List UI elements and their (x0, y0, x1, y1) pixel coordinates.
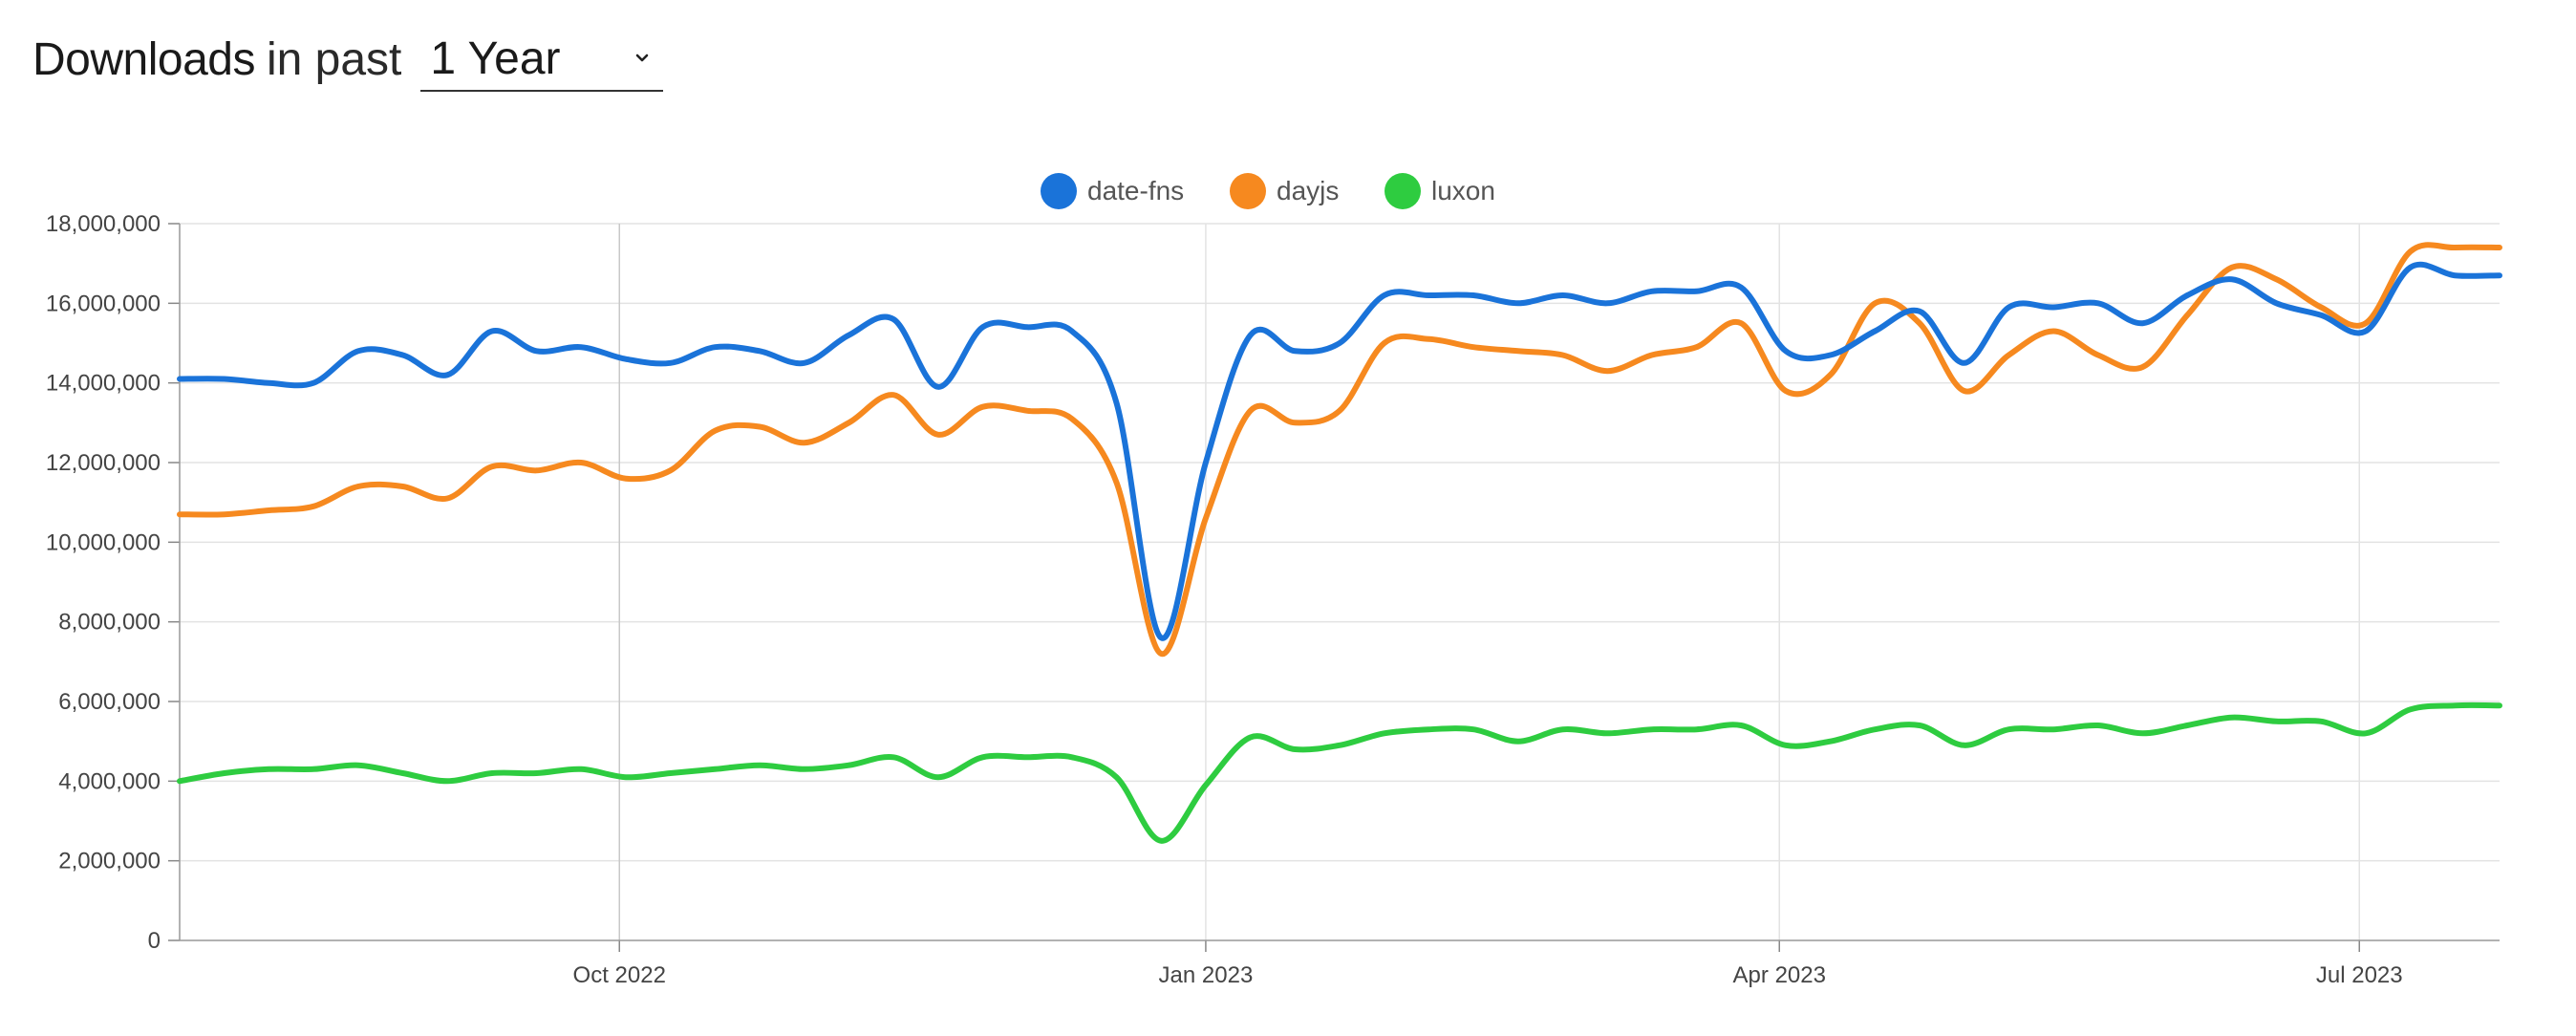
legend-label-luxon: luxon (1431, 176, 1495, 205)
series-line-dayjs (177, 242, 2502, 657)
page-subtitle: in past (266, 33, 402, 85)
chevron-down-icon (636, 54, 649, 62)
legend-marker-dayjs (1230, 173, 1266, 209)
x-tick-label: Oct 2022 (573, 962, 666, 988)
y-tick-label: 8,000,000 (58, 610, 161, 636)
x-tick-label: Apr 2023 (1733, 962, 1826, 988)
series-line-luxon (177, 701, 2502, 844)
series-line-date-fns (177, 261, 2502, 641)
y-tick-label: 14,000,000 (46, 371, 161, 397)
legend-label-dayjs: dayjs (1277, 176, 1339, 205)
x-tick-label: Jul 2023 (2316, 962, 2403, 988)
legend-marker-luxon (1385, 173, 1421, 209)
legend-label-date-fns: date-fns (1087, 176, 1184, 205)
y-tick-label: 18,000,000 (46, 211, 161, 237)
y-tick-label: 12,000,000 (46, 450, 161, 476)
y-tick-label: 4,000,000 (58, 768, 161, 794)
page-title: Downloads (32, 33, 255, 85)
time-range-select[interactable]: 1 Year (420, 27, 664, 92)
legend-marker-date-fns (1041, 173, 1077, 209)
time-range-value: 1 Year (430, 32, 561, 84)
y-tick-label: 2,000,000 (58, 849, 161, 874)
downloads-header: Downloads in past 1 Year (32, 21, 664, 97)
y-tick-label: 10,000,000 (46, 529, 161, 555)
y-tick-label: 16,000,000 (46, 291, 161, 316)
y-tick-label: 6,000,000 (58, 689, 161, 715)
x-tick-label: Jan 2023 (1159, 962, 1254, 988)
y-tick-label: 0 (148, 928, 161, 954)
